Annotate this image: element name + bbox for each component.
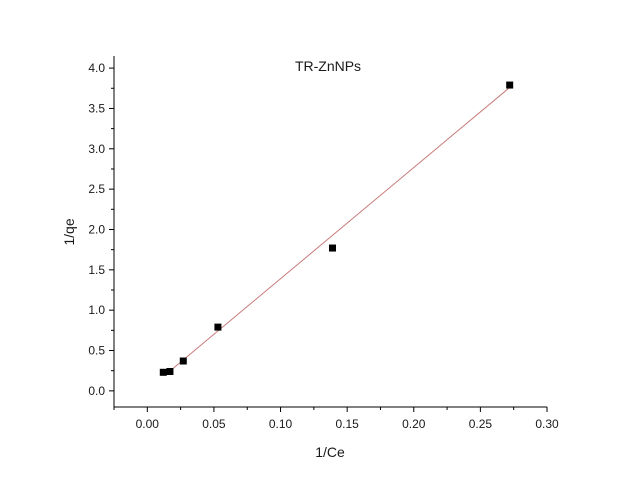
y-axis-title: 1/qe (61, 218, 77, 245)
y-tick-label: 2.5 (88, 182, 105, 196)
axes: 0.00 0.05 0.10 0.15 0.20 0.25 0.30 0.0 0.5 1.0 1.5… (88, 56, 559, 431)
y-tick-label: 4.0 (88, 61, 105, 75)
y-tick-label: 0.5 (88, 344, 105, 358)
chart-title: TR-ZnNPs (295, 58, 361, 74)
fit-line-group (170, 87, 511, 371)
x-tick-label: 0.05 (202, 417, 226, 431)
x-tick-label: 0.10 (269, 417, 293, 431)
y-tick-label: 3.5 (88, 101, 105, 115)
fit-line (170, 87, 511, 371)
x-tick-label: 0.30 (535, 417, 559, 431)
data-point (506, 81, 514, 89)
data-point (214, 323, 222, 331)
data-point (328, 244, 336, 252)
data-point (166, 367, 174, 375)
y-tick-label: 1.0 (88, 303, 105, 317)
x-tick-label: 0.00 (136, 417, 160, 431)
y-tick-label: 0.0 (88, 384, 105, 398)
x-tick-label: 0.20 (402, 417, 426, 431)
y-tick-label: 1.5 (88, 263, 105, 277)
data-point (159, 368, 167, 376)
x-tick-label: 0.25 (469, 417, 493, 431)
data-point (179, 357, 187, 365)
x-tick-label: 0.15 (335, 417, 359, 431)
y-tick-label: 3.0 (88, 142, 105, 156)
x-axis-title: 1/Ce (315, 444, 345, 460)
y-tick-label: 2.0 (88, 222, 105, 236)
data-points (159, 81, 514, 376)
